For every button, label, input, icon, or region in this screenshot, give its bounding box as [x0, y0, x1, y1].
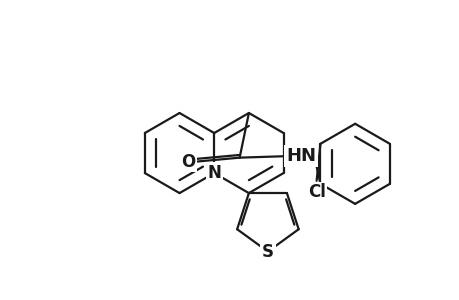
Text: Cl: Cl [307, 183, 325, 201]
Text: N: N [207, 164, 221, 182]
Text: O: O [180, 152, 195, 170]
Text: HN: HN [285, 147, 316, 165]
Text: S: S [261, 243, 273, 261]
